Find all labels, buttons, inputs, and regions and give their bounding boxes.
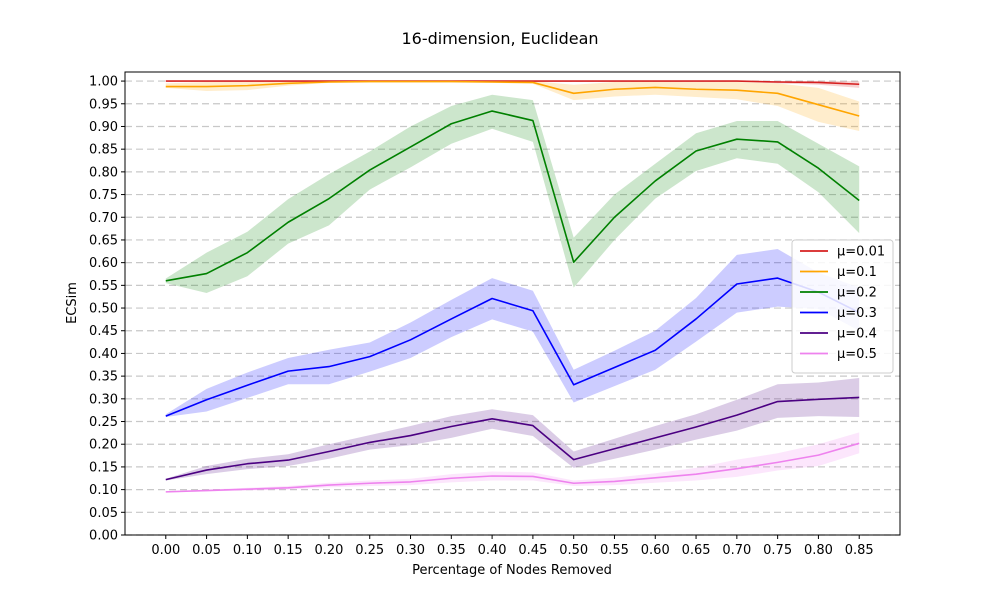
legend-label: μ=0.2 (837, 286, 877, 301)
x-tick-label: 0.30 (396, 543, 425, 558)
series-line-0 (165, 80, 860, 86)
x-tick-label: 0.00 (151, 543, 180, 558)
y-tick-label: 0.90 (89, 120, 118, 135)
y-tick-label: 0.35 (89, 370, 118, 385)
x-axis-label: Percentage of Nodes Removed (412, 563, 612, 578)
y-tick-label: 0.80 (89, 165, 118, 180)
y-tick-label: 0.85 (89, 143, 118, 158)
series-band-3 (165, 249, 860, 417)
y-tick-label: 0.30 (89, 392, 118, 407)
series-line-1 (165, 80, 860, 117)
x-tick-label: 0.45 (518, 543, 547, 558)
y-tick-label: 0.50 (89, 302, 118, 317)
legend-label: μ=0.01 (837, 245, 885, 260)
plot-frame (124, 71, 901, 536)
legend: μ=0.01 μ=0.1 μ=0.2 μ=0.3 μ=0.4 μ=0.5 (791, 239, 894, 374)
y-tick-label: 0.10 (89, 483, 118, 498)
y-tick-label: 0.55 (89, 279, 118, 294)
plot-area: 0.00 0.05 0.10 0.15 0.20 0.25 0.30 0.35 0.40 0.45… (89, 71, 901, 558)
y-tick-label: 0.45 (89, 324, 118, 339)
y-axis-label: ECSim (65, 282, 80, 324)
x-tick-label: 0.40 (478, 543, 507, 558)
legend-label: μ=0.1 (837, 265, 877, 280)
y-tick-label: 1.00 (89, 75, 118, 90)
series-line-2 (165, 110, 860, 282)
chart-title: 16-dimension, Euclidean (401, 29, 598, 48)
legend-label: μ=0.3 (837, 306, 877, 321)
y-tick-label: 0.25 (89, 415, 118, 430)
x-axis: 0.00 0.05 0.10 0.15 0.20 0.25 0.30 0.35 0.40 0.45… (151, 535, 874, 558)
x-tick-label: 0.35 (437, 543, 466, 558)
x-tick-label: 0.10 (233, 543, 262, 558)
legend-label: μ=0.5 (837, 347, 877, 362)
x-tick-label: 0.15 (274, 543, 303, 558)
series-band-1 (165, 81, 860, 132)
series-lines (165, 80, 860, 493)
series-band-2 (165, 94, 860, 294)
y-axis: 0.00 0.05 0.10 0.15 0.20 0.25 0.30 0.35 0.40 0.45… (89, 75, 125, 544)
y-tick-label: 0.00 (89, 529, 118, 544)
series-line-3 (165, 277, 860, 417)
y-tick-label: 0.05 (89, 506, 118, 521)
legend-label: μ=0.4 (837, 327, 877, 342)
confidence-bands (165, 81, 860, 493)
x-tick-label: 0.80 (804, 543, 833, 558)
x-tick-label: 0.70 (722, 543, 751, 558)
series-line-5 (165, 442, 860, 493)
x-tick-label: 0.65 (682, 543, 711, 558)
series-band-5 (165, 432, 860, 493)
y-tick-label: 0.60 (89, 256, 118, 271)
series-line-4 (165, 396, 860, 481)
x-tick-label: 0.50 (559, 543, 588, 558)
legend-box (791, 239, 894, 374)
x-tick-label: 0.60 (641, 543, 670, 558)
x-tick-label: 0.25 (355, 543, 384, 558)
y-tick-label: 0.15 (89, 460, 118, 475)
y-tick-label: 0.95 (89, 97, 118, 112)
x-tick-label: 0.20 (314, 543, 343, 558)
x-tick-label: 0.85 (845, 543, 874, 558)
y-tick-label: 0.75 (89, 188, 118, 203)
x-tick-label: 0.55 (600, 543, 629, 558)
x-tick-label: 0.05 (192, 543, 221, 558)
grid (125, 80, 900, 536)
series-band-4 (165, 377, 860, 481)
y-tick-label: 0.20 (89, 438, 118, 453)
x-tick-label: 0.75 (763, 543, 792, 558)
y-tick-label: 0.65 (89, 233, 118, 248)
y-tick-label: 0.40 (89, 347, 118, 362)
y-tick-label: 0.70 (89, 211, 118, 226)
